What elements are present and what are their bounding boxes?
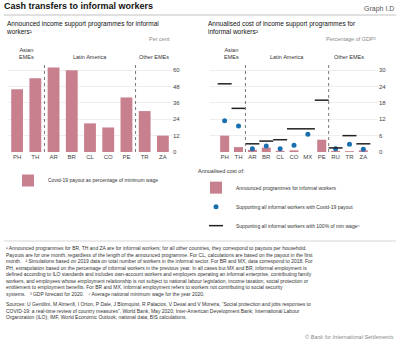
svg-text:Latin America: Latin America (270, 54, 304, 60)
svg-text:60: 60 (173, 67, 180, 73)
svg-text:12: 12 (173, 133, 180, 139)
svg-text:Sources: U Gentilini, M Almenf: Sources: U Gentilini, M Almenfi, I Orton… (6, 301, 311, 320)
svg-text:Supporting all informal worker: Supporting all informal workers with Cov… (236, 204, 353, 210)
svg-text:Annualised cost of income supp: Annualised cost of income support progra… (208, 20, 356, 35)
svg-text:TR: TR (345, 154, 354, 160)
svg-text:Latin America: Latin America (73, 54, 107, 60)
svg-text:Annualised cost of:: Annualised cost of: (198, 168, 245, 174)
svg-text:TH: TH (235, 154, 243, 160)
svg-text:Percentage of GDP³: Percentage of GDP³ (326, 36, 376, 42)
svg-text:6: 6 (379, 133, 383, 139)
svg-text:24: 24 (173, 116, 180, 122)
svg-text:PE: PE (318, 154, 326, 160)
svg-text:24: 24 (379, 84, 386, 90)
svg-text:ZA: ZA (159, 154, 167, 160)
svg-text:36: 36 (173, 100, 180, 106)
svg-text:AsianEMEs: AsianEMEs (19, 47, 34, 60)
svg-text:Other EMEs: Other EMEs (334, 54, 364, 60)
svg-text:Announced income support progr: Announced income support programmes for … (6, 20, 159, 35)
svg-text:0: 0 (173, 149, 177, 155)
svg-text:18: 18 (379, 100, 386, 106)
svg-text:¹ Announced programmes for BR,: ¹ Announced programmes for BR, TH and ZA… (6, 245, 313, 297)
svg-text:© Bank for International Settl: © Bank for International Settlements (305, 334, 394, 340)
svg-text:TH: TH (31, 154, 39, 160)
svg-text:BR: BR (68, 154, 77, 160)
svg-text:CL: CL (276, 154, 284, 160)
svg-text:CO: CO (104, 154, 113, 160)
svg-text:CO: CO (290, 154, 299, 160)
svg-text:Graph I.D: Graph I.D (364, 5, 394, 13)
svg-text:BR: BR (262, 154, 271, 160)
svg-text:48: 48 (173, 84, 180, 90)
svg-text:AsianEMEs: AsianEMEs (224, 47, 239, 60)
svg-text:Covid-19 payout as percentage: Covid-19 payout as percentage of minimum… (48, 177, 158, 183)
svg-text:AR: AR (49, 154, 58, 160)
svg-text:Announced programmes for infor: Announced programmes for informal worker… (236, 185, 337, 191)
svg-text:0: 0 (379, 149, 383, 155)
svg-text:PH: PH (13, 154, 21, 160)
svg-text:PE: PE (122, 154, 130, 160)
svg-text:Other EMEs: Other EMEs (139, 54, 169, 60)
svg-text:RU: RU (331, 154, 340, 160)
svg-text:30: 30 (379, 67, 386, 73)
svg-text:AR: AR (248, 154, 257, 160)
svg-text:Cash transfers to informal wor: Cash transfers to informal workers (4, 1, 153, 11)
svg-text:12: 12 (379, 116, 386, 122)
svg-text:Per cent: Per cent (149, 36, 170, 42)
svg-text:Supporting all informal worker: Supporting all informal workers with 100… (236, 223, 360, 229)
svg-text:CL: CL (86, 154, 94, 160)
svg-text:PH: PH (220, 154, 228, 160)
svg-text:TR: TR (141, 154, 150, 160)
svg-text:ZA: ZA (360, 154, 368, 160)
svg-text:MX: MX (303, 154, 312, 160)
